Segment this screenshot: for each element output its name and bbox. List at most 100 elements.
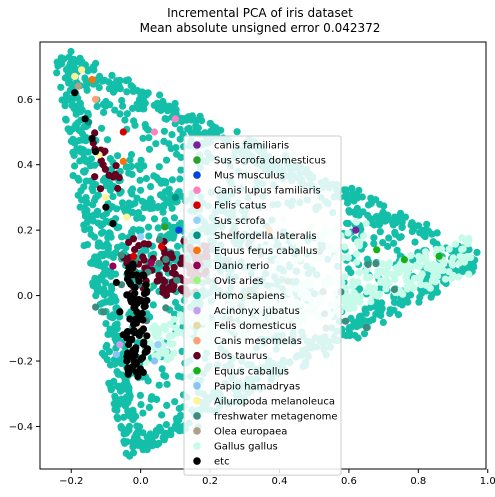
point-homo-sapiens [345,329,354,337]
point-homo-sapiens [130,117,138,125]
point-bos-taurus [131,246,139,254]
point-etc [132,368,140,376]
point-homo-sapiens [147,195,155,203]
point-freshwater-metagenome [155,259,163,267]
point-gallus-gallus [412,261,420,269]
point-gallus-gallus [356,238,364,246]
point-homo-sapiens [86,225,94,233]
point-homo-sapiens [194,124,202,132]
point-homo-sapiens [67,47,75,56]
point-etc [141,302,149,310]
point-homo-sapiens [153,441,161,449]
point-homo-sapiens [357,312,365,320]
point-etc [124,328,132,336]
point-gallus-gallus [451,240,460,248]
point-homo-sapiens [342,189,350,197]
point-homo-sapiens [118,242,126,250]
legend-label-equus-ferus-caballus: Equus ferus caballus [214,246,317,257]
point-freshwater-metagenome [372,260,380,268]
point-homo-sapiens [93,288,101,296]
x-tick-label: 0.0 [133,476,149,487]
point-canis-lupus-familiaris [171,115,179,123]
point-homo-sapiens [351,331,359,340]
point-homo-sapiens [57,83,65,91]
point-gallus-gallus [362,220,370,228]
point-homo-sapiens [349,190,357,198]
point-homo-sapiens [101,352,109,360]
point-homo-sapiens [161,115,169,123]
point-homo-sapiens [72,110,80,118]
point-homo-sapiens [87,230,95,239]
point-homo-sapiens [83,218,91,226]
point-homo-sapiens [423,220,431,228]
point-homo-sapiens [347,268,355,277]
point-etc [126,352,134,360]
point-homo-sapiens [135,209,143,217]
point-gallus-gallus [379,260,387,268]
point-gallus-gallus [428,277,436,285]
point-homo-sapiens [380,202,388,210]
point-homo-sapiens [163,380,171,388]
point-homo-sapiens [360,330,369,338]
point-homo-sapiens [129,416,137,424]
legend-marker-sus-scrofa-domesticus [193,156,201,164]
point-homo-sapiens [58,60,66,68]
point-homo-sapiens [107,383,115,391]
point-etc [128,296,137,304]
point-gallus-gallus [432,245,440,253]
point-etc [139,368,147,376]
point-gallus-gallus [373,271,381,279]
point-homo-sapiens [367,219,376,227]
point-gallus-gallus [173,329,182,337]
point-bos-taurus [161,278,169,286]
point-gallus-gallus [399,290,407,298]
point-homo-sapiens [126,452,134,460]
point-gallus-gallus [467,254,475,262]
point-homo-sapiens [71,162,79,170]
point-homo-sapiens [103,136,112,144]
legend-marker-freshwater-metagenome [193,412,201,420]
legend-label-etc: etc [214,457,230,468]
point-homo-sapiens [80,168,88,176]
point-homo-sapiens [69,172,77,180]
point-gallus-gallus [366,273,374,281]
point-homo-sapiens [348,184,356,192]
point-etc [102,203,110,211]
point-bos-taurus [170,263,178,271]
point-homo-sapiens [106,186,115,194]
point-homo-sapiens [370,234,378,242]
point-homo-sapiens [146,434,154,442]
point-bos-taurus [129,235,138,243]
point-homo-sapiens [154,224,162,232]
legend-marker-bos-taurus [193,351,201,360]
point-gallus-gallus [422,254,430,262]
point-homo-sapiens [145,134,153,142]
y-tick-label: 0.4 [17,160,33,171]
point-homo-sapiens [125,390,133,398]
point-etc [138,354,147,362]
point-etc [132,344,140,352]
point-homo-sapiens [392,219,400,227]
point-homo-sapiens [84,67,92,75]
point-equus-ferus-caballus [119,157,127,165]
point-bos-taurus [112,162,120,170]
point-olea-europaea [74,82,82,90]
point-gallus-gallus [416,275,424,283]
point-homo-sapiens [69,148,77,156]
point-homo-sapiens [106,179,114,187]
point-homo-sapiens [137,401,145,409]
point-homo-sapiens [92,181,100,189]
point-homo-sapiens [212,124,220,132]
point-gallus-gallus [423,264,431,272]
point-homo-sapiens [149,301,157,309]
point-homo-sapiens [87,155,95,163]
point-homo-sapiens [176,135,184,143]
legend-marker-canis-lupus-familiaris [193,186,201,194]
point-homo-sapiens [90,196,99,205]
point-etc [112,278,120,287]
point-homo-sapiens [393,246,401,254]
point-homo-sapiens [345,207,353,215]
point-bos-taurus [140,240,148,248]
point-gallus-gallus [383,270,391,278]
point-homo-sapiens [68,137,76,145]
